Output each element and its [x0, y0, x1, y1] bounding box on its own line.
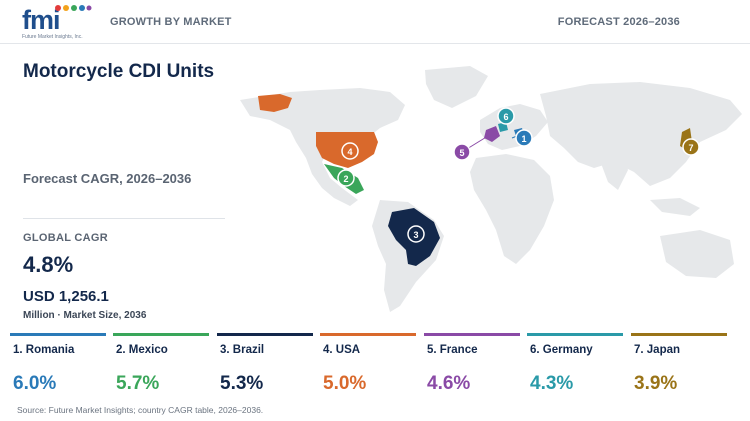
country-name: 4. USA [323, 344, 361, 356]
country-card-japan[interactable]: 7. Japan 3.9% [631, 333, 727, 403]
marker-germany-label: 6 [503, 112, 508, 122]
alaska-highlight [258, 94, 292, 112]
country-cagr: 5.3% [220, 373, 264, 394]
logo-dots-icon [55, 5, 92, 11]
france-highlight [484, 126, 500, 142]
page-title: Motorcycle CDI Units [23, 61, 215, 82]
global-cagr-label: GLOBAL CAGR [23, 232, 108, 244]
country-cagr: 5.0% [323, 373, 367, 394]
marker-japan[interactable]: 7 [682, 138, 700, 156]
country-cagr: 4.3% [530, 373, 574, 394]
marker-mexico-label: 2 [343, 174, 348, 184]
country-name: 6. Germany [530, 344, 593, 356]
se-asia-land [650, 198, 700, 216]
marker-germany[interactable]: 6 [497, 107, 515, 125]
marker-usa[interactable]: 4 [341, 142, 359, 160]
greenland-land [425, 66, 488, 108]
country-name: 3. Brazil [220, 344, 265, 356]
marker-france-label: 5 [459, 148, 464, 158]
forecast-period-label: FORECAST 2026–2036 [557, 16, 680, 28]
country-cagr: 5.7% [116, 373, 160, 394]
marker-brazil[interactable]: 3 [407, 225, 425, 243]
card-accent-bar [424, 333, 520, 336]
world-map: 4 2 3 5 6 1 7 [240, 66, 742, 312]
global-cagr-value: 4.8% [23, 252, 74, 277]
country-card-brazil[interactable]: 3. Brazil 5.3% [217, 333, 313, 403]
country-name: 1. Romania [13, 344, 75, 356]
country-name: 2. Mexico [116, 344, 168, 356]
marker-france[interactable]: 5 [453, 143, 471, 161]
country-name: 7. Japan [634, 344, 681, 356]
marker-japan-label: 7 [688, 143, 693, 153]
europe-land [480, 104, 548, 150]
country-cagr: 6.0% [13, 373, 57, 394]
market-size-note: Million · Market Size, 2036 [23, 310, 147, 321]
card-accent-bar [217, 333, 313, 336]
marker-usa-label: 4 [347, 147, 352, 157]
marker-romania-label: 1 [521, 134, 526, 144]
country-card-romania[interactable]: 1. Romania 6.0% [10, 333, 106, 403]
marker-romania[interactable]: 1 [515, 129, 533, 147]
card-accent-bar [527, 333, 623, 336]
card-accent-bar [631, 333, 727, 336]
country-cagr: 3.9% [634, 373, 678, 394]
country-card-usa[interactable]: 4. USA 5.0% [320, 333, 416, 403]
australia-land [660, 230, 734, 278]
source-note: Source: Future Market Insights; country … [17, 405, 264, 415]
marker-mexico[interactable]: 2 [337, 169, 355, 187]
country-cards: 1. Romania 6.0% 2. Mexico 5.7% 3. Brazil… [10, 333, 740, 403]
country-card-france[interactable]: 5. France 4.6% [424, 333, 520, 403]
growth-by-market-label: GROWTH BY MARKET [110, 16, 232, 28]
africa-land [470, 154, 554, 264]
country-card-germany[interactable]: 6. Germany 4.3% [527, 333, 623, 403]
card-accent-bar [113, 333, 209, 336]
country-cagr: 4.6% [427, 373, 471, 394]
market-size-value: USD 1,256.1 [23, 288, 109, 305]
page-subtitle: Forecast CAGR, 2026–2036 [23, 171, 192, 186]
top-bar: fmi Future Market Insights, Inc. GROWTH … [0, 0, 750, 44]
card-accent-bar [320, 333, 416, 336]
card-accent-bar [10, 333, 106, 336]
india-land [600, 154, 628, 190]
marker-brazil-label: 3 [413, 230, 418, 240]
logo-wordmark: fmi [22, 5, 61, 35]
logo-tagline: Future Market Insights, Inc. [22, 34, 83, 40]
asia-land [540, 82, 742, 186]
panel-divider [23, 218, 225, 219]
country-card-mexico[interactable]: 2. Mexico 5.7% [113, 333, 209, 403]
fmi-logo[interactable]: fmi Future Market Insights, Inc. [22, 5, 94, 45]
country-name: 5. France [427, 344, 478, 356]
